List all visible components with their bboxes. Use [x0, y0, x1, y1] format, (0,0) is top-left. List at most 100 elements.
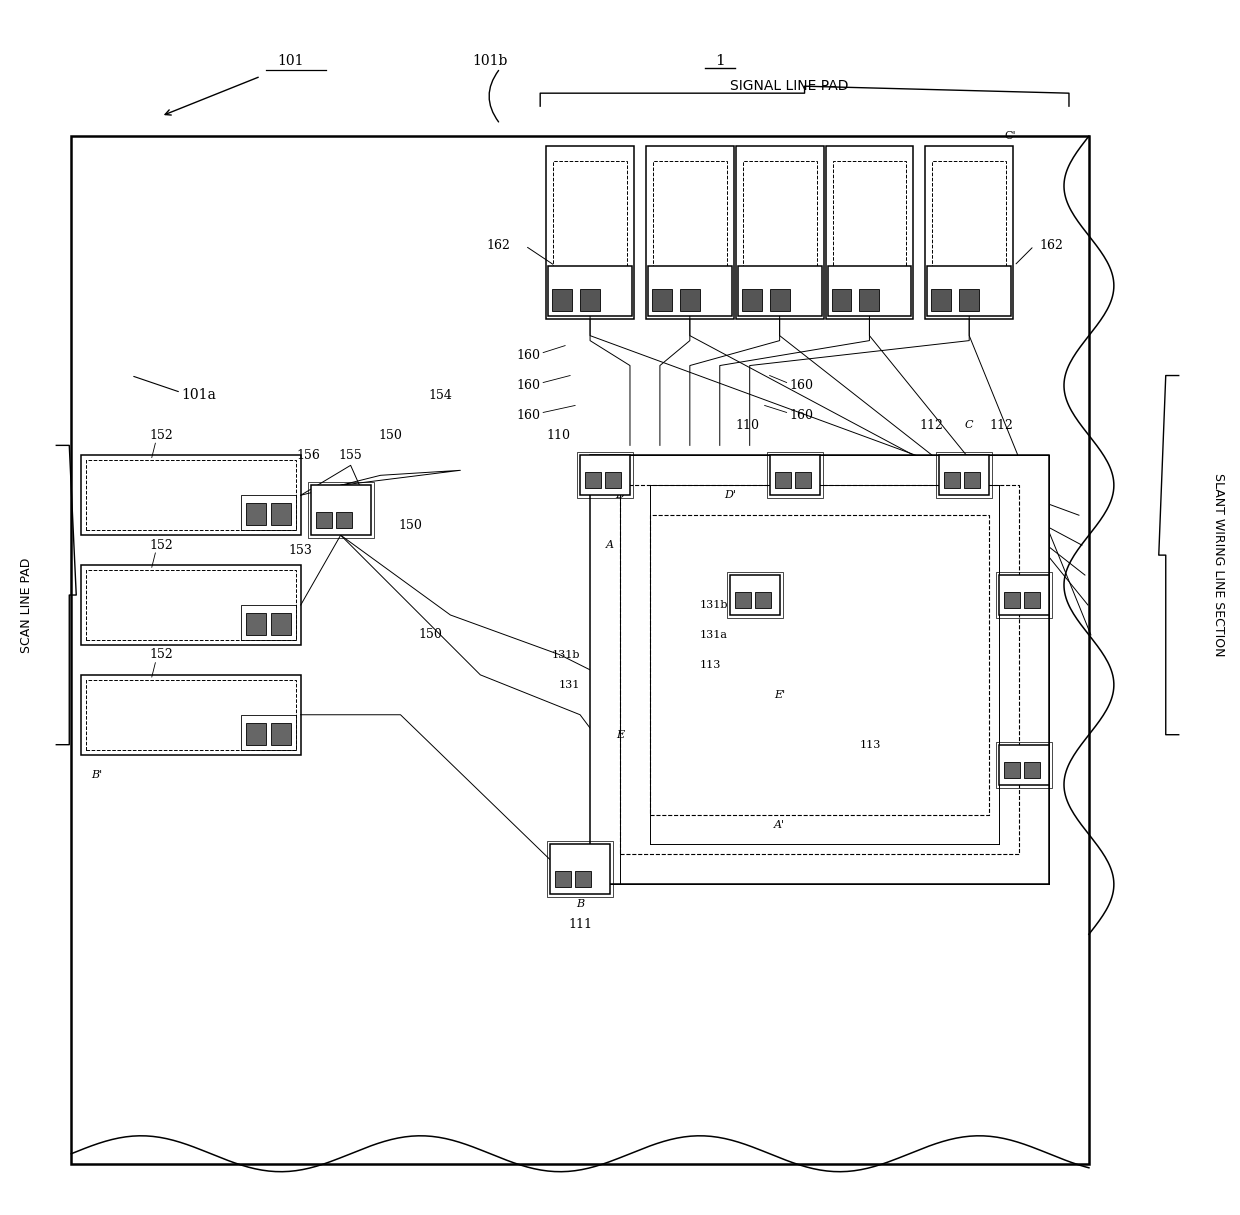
- Bar: [770, 456, 820, 496]
- Text: 160: 160: [516, 379, 541, 392]
- Bar: [548, 266, 632, 316]
- Bar: [605, 473, 621, 488]
- Bar: [1024, 762, 1040, 778]
- Text: 154: 154: [429, 389, 453, 402]
- Bar: [551, 844, 610, 894]
- Bar: [996, 572, 1052, 618]
- Bar: [241, 714, 296, 750]
- Text: 152: 152: [149, 538, 172, 552]
- Bar: [859, 289, 879, 311]
- Bar: [553, 162, 627, 311]
- Text: B: B: [577, 899, 584, 909]
- Bar: [832, 289, 852, 311]
- Bar: [735, 592, 750, 608]
- Bar: [939, 456, 990, 496]
- Text: 113: 113: [859, 740, 880, 750]
- Bar: [241, 496, 296, 530]
- Bar: [556, 871, 572, 887]
- Text: 113: 113: [699, 660, 722, 669]
- Bar: [308, 482, 373, 538]
- Text: 155: 155: [339, 448, 362, 462]
- Text: 111: 111: [568, 917, 591, 931]
- Text: 150: 150: [418, 628, 443, 642]
- Bar: [1004, 762, 1021, 778]
- Text: A: A: [606, 541, 614, 550]
- Bar: [650, 515, 990, 814]
- Bar: [996, 741, 1052, 787]
- Text: 101b: 101b: [472, 55, 508, 68]
- Bar: [87, 680, 296, 750]
- Bar: [580, 289, 600, 311]
- Text: 112: 112: [919, 419, 944, 431]
- Bar: [71, 136, 1089, 1164]
- Bar: [999, 745, 1049, 785]
- Text: 1: 1: [715, 55, 724, 68]
- Bar: [547, 842, 613, 898]
- Text: C: C: [965, 420, 973, 430]
- Bar: [82, 565, 301, 645]
- Text: E: E: [616, 730, 624, 740]
- Bar: [585, 473, 601, 488]
- Text: D': D': [724, 491, 735, 501]
- Text: B': B': [92, 769, 103, 780]
- Bar: [1024, 592, 1040, 608]
- Bar: [965, 473, 980, 488]
- Bar: [770, 289, 790, 311]
- Bar: [944, 473, 960, 488]
- Bar: [270, 614, 290, 635]
- Bar: [82, 456, 301, 535]
- Text: E': E': [774, 690, 785, 700]
- Text: SCAN LINE PAD: SCAN LINE PAD: [20, 558, 33, 652]
- Text: 150: 150: [378, 429, 403, 442]
- Bar: [826, 146, 914, 318]
- Bar: [652, 289, 672, 311]
- Text: 131b: 131b: [699, 600, 728, 610]
- Text: 160: 160: [516, 349, 541, 362]
- Bar: [241, 605, 296, 640]
- Bar: [87, 460, 296, 530]
- Bar: [775, 473, 791, 488]
- Bar: [960, 289, 980, 311]
- Bar: [87, 570, 296, 640]
- Bar: [575, 871, 591, 887]
- Text: 131b: 131b: [552, 650, 580, 660]
- Text: 150: 150: [398, 519, 423, 532]
- Bar: [832, 162, 906, 311]
- Text: 160: 160: [516, 409, 541, 422]
- Text: 152: 152: [149, 429, 172, 442]
- Bar: [246, 614, 265, 635]
- Text: 162: 162: [486, 239, 510, 253]
- Bar: [311, 485, 371, 535]
- Text: 153: 153: [289, 543, 312, 556]
- Text: 110: 110: [735, 419, 760, 431]
- Text: D: D: [615, 491, 625, 501]
- Text: SIGNAL LINE PAD: SIGNAL LINE PAD: [730, 79, 849, 94]
- Bar: [743, 162, 817, 311]
- Text: C': C': [1004, 131, 1016, 141]
- Bar: [270, 503, 290, 525]
- Bar: [546, 146, 634, 318]
- Bar: [246, 503, 265, 525]
- Bar: [649, 266, 732, 316]
- Bar: [336, 513, 352, 529]
- Text: 101a: 101a: [181, 389, 216, 402]
- Bar: [755, 592, 770, 608]
- Bar: [580, 456, 630, 496]
- Bar: [999, 575, 1049, 615]
- Bar: [82, 674, 301, 755]
- Bar: [590, 456, 1049, 885]
- Bar: [577, 452, 632, 498]
- Text: 110: 110: [546, 429, 570, 442]
- Bar: [766, 452, 822, 498]
- Text: A': A': [774, 819, 785, 830]
- Bar: [620, 485, 1019, 854]
- Bar: [646, 146, 734, 318]
- Text: 131: 131: [559, 680, 580, 690]
- Text: SLANT WIRING LINE SECTION: SLANT WIRING LINE SECTION: [1213, 474, 1225, 657]
- Bar: [928, 266, 1011, 316]
- Bar: [316, 513, 331, 529]
- Text: 156: 156: [296, 448, 321, 462]
- Text: 131a: 131a: [699, 629, 728, 640]
- Text: 101: 101: [278, 55, 304, 68]
- Text: 160: 160: [790, 409, 813, 422]
